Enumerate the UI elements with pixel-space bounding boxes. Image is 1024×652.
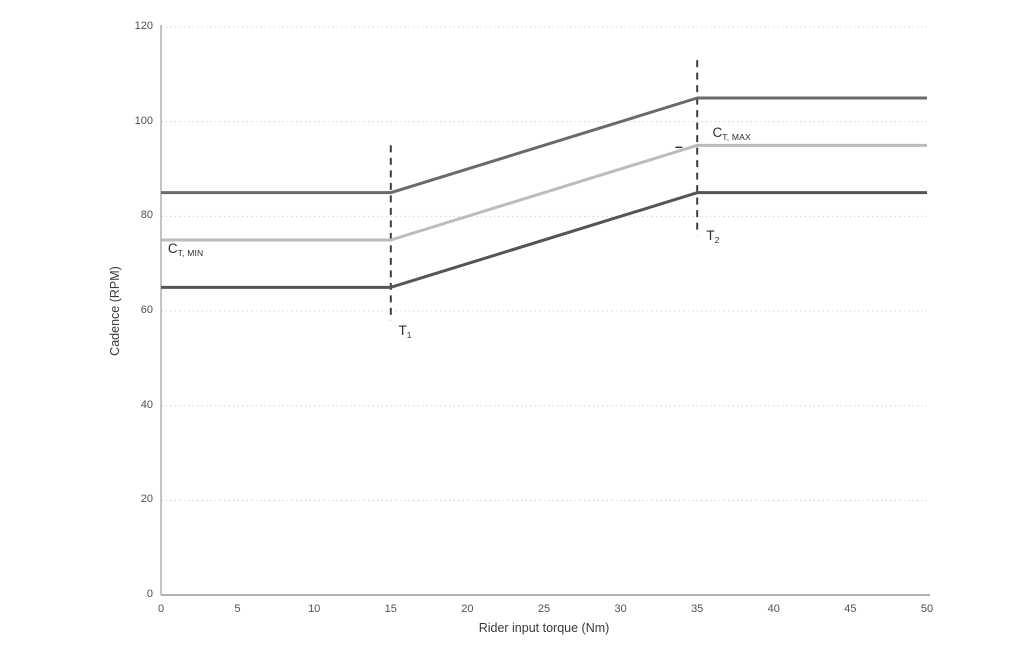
y-tick-label-60: 60: [140, 304, 153, 316]
x-axis-title: Rider input torque (Nm): [478, 621, 610, 635]
y-tick-label-80: 80: [140, 209, 153, 222]
x-tick-label-20: 20: [461, 603, 474, 615]
y-tick-label-120: 120: [134, 20, 153, 32]
ct-max-label-main: C: [712, 125, 723, 141]
t1-label-subscript: 1: [406, 329, 412, 340]
y-axis-title: Cadence (RPM): [108, 266, 122, 356]
ct-max-label: CT, MAX: [713, 125, 751, 142]
y-tick-label-20: 20: [140, 493, 153, 506]
ct-min-label-subscript: T, MIN: [177, 247, 204, 258]
x-tick-label-0: 0: [157, 603, 165, 615]
x-tick-label-30: 30: [614, 603, 627, 615]
x-tick-label-5: 5: [234, 603, 241, 615]
x-tick-label-10: 10: [308, 603, 321, 615]
x-tick-label-50: 50: [920, 603, 934, 615]
ct-min-label: CT, MIN: [168, 241, 204, 258]
x-tick-label-45: 45: [844, 603, 857, 615]
y-tick-label-40: 40: [140, 398, 153, 411]
series-line-upper-cadence-limit: [161, 96, 927, 195]
t1-label: T1: [398, 323, 411, 340]
x-tick-label-15: 15: [384, 603, 397, 615]
y-tick-label-0: 0: [146, 588, 153, 600]
tick-mark-label-main: –: [674, 138, 683, 155]
x-tick-label-35: 35: [691, 603, 704, 615]
t2-label-subscript: 2: [714, 235, 720, 246]
series-line-target-cadence: [161, 143, 927, 242]
x-tick-label-25: 25: [537, 603, 551, 615]
series-line-lower-cadence-limit: [161, 191, 927, 289]
t1-label-main: T: [398, 322, 407, 338]
t2-label: T2: [706, 228, 719, 245]
ct-min-label-main: C: [167, 240, 178, 256]
t2-label-main: T: [706, 228, 715, 244]
ct-max-label-subscript: T, MAX: [722, 132, 751, 143]
tick-mark-label: –: [675, 139, 683, 154]
y-tick-label-100: 100: [134, 114, 153, 127]
x-tick-label-40: 40: [767, 603, 780, 615]
